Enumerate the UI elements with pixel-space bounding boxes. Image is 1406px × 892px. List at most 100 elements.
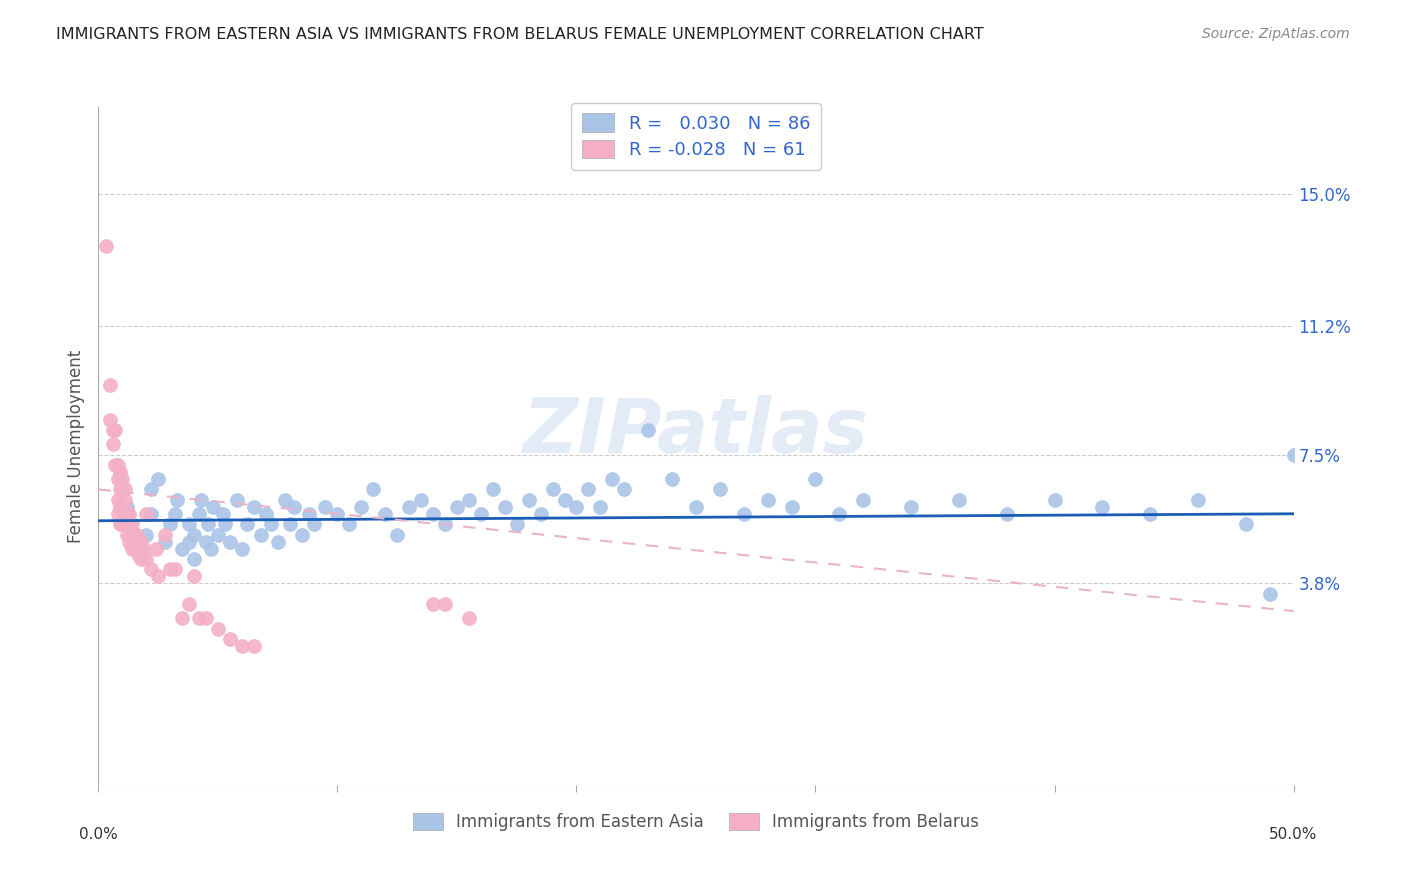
Point xyxy=(254,507,277,521)
Point xyxy=(1258,587,1281,601)
Point xyxy=(554,492,576,507)
Point xyxy=(139,562,162,576)
Point xyxy=(948,492,970,507)
Point xyxy=(207,527,229,541)
Point xyxy=(804,472,827,486)
Point xyxy=(125,541,148,556)
Point xyxy=(111,517,134,532)
Point xyxy=(135,552,157,566)
Point xyxy=(111,500,134,514)
Point xyxy=(131,534,153,549)
Point xyxy=(517,492,540,507)
Point xyxy=(541,483,564,497)
Point xyxy=(163,562,186,576)
Point xyxy=(434,597,457,611)
Point xyxy=(108,483,131,497)
Point xyxy=(267,534,290,549)
Point xyxy=(121,517,143,532)
Point xyxy=(172,541,194,556)
Point xyxy=(637,423,659,437)
Point xyxy=(446,500,468,514)
Point xyxy=(111,517,134,532)
Point xyxy=(148,569,170,583)
Point xyxy=(114,507,136,521)
Text: Source: ZipAtlas.com: Source: ZipAtlas.com xyxy=(1202,27,1350,41)
Point xyxy=(107,492,129,507)
Point xyxy=(104,458,127,472)
Point xyxy=(578,483,600,497)
Point xyxy=(315,500,337,514)
Point xyxy=(226,492,249,507)
Point xyxy=(852,492,875,507)
Point xyxy=(107,472,129,486)
Point xyxy=(302,517,325,532)
Point xyxy=(828,507,851,521)
Point xyxy=(398,500,420,514)
Point xyxy=(363,483,385,497)
Point xyxy=(172,611,194,625)
Point xyxy=(235,517,257,532)
Point xyxy=(613,483,636,497)
Point xyxy=(211,507,233,521)
Point xyxy=(565,500,588,514)
Point xyxy=(298,507,321,521)
Point xyxy=(131,541,153,556)
Point xyxy=(1091,500,1114,514)
Point xyxy=(155,534,177,549)
Point xyxy=(259,517,281,532)
Point xyxy=(195,611,218,625)
Point xyxy=(1139,507,1161,521)
Point xyxy=(155,527,177,541)
Point xyxy=(200,541,222,556)
Point xyxy=(411,492,433,507)
Point xyxy=(124,527,146,541)
Point xyxy=(243,500,266,514)
Point xyxy=(159,562,181,576)
Point xyxy=(458,492,481,507)
Point xyxy=(780,500,803,514)
Point xyxy=(207,622,229,636)
Point xyxy=(470,507,492,521)
Point xyxy=(118,517,141,532)
Point xyxy=(107,458,129,472)
Point xyxy=(121,527,143,541)
Point xyxy=(1282,448,1305,462)
Point xyxy=(1234,517,1257,532)
Point xyxy=(183,527,205,541)
Point xyxy=(148,472,170,486)
Point xyxy=(756,492,779,507)
Point xyxy=(250,527,273,541)
Point xyxy=(179,517,201,532)
Point xyxy=(190,492,212,507)
Point xyxy=(159,517,181,532)
Point xyxy=(219,632,242,646)
Point xyxy=(422,507,444,521)
Point xyxy=(135,527,157,541)
Point xyxy=(163,507,186,521)
Point xyxy=(434,517,457,532)
Point xyxy=(166,492,188,507)
Point xyxy=(422,597,444,611)
Point xyxy=(115,517,138,532)
Point xyxy=(98,413,122,427)
Point xyxy=(506,517,529,532)
Text: 0.0%: 0.0% xyxy=(79,827,118,842)
Point xyxy=(1187,492,1209,507)
Point xyxy=(685,500,707,514)
Point xyxy=(231,639,253,653)
Text: ZIPatlas: ZIPatlas xyxy=(523,395,869,469)
Point xyxy=(108,517,131,532)
Point xyxy=(219,534,242,549)
Point xyxy=(385,527,409,541)
Point xyxy=(530,507,553,521)
Point xyxy=(111,472,134,486)
Point xyxy=(135,507,157,521)
Point xyxy=(108,500,131,514)
Text: IMMIGRANTS FROM EASTERN ASIA VS IMMIGRANTS FROM BELARUS FEMALE UNEMPLOYMENT CORR: IMMIGRANTS FROM EASTERN ASIA VS IMMIGRAN… xyxy=(56,27,984,42)
Point xyxy=(661,472,683,486)
Point xyxy=(108,465,131,479)
Point xyxy=(326,507,349,521)
Point xyxy=(124,534,146,549)
Point xyxy=(709,483,731,497)
Point xyxy=(114,483,136,497)
